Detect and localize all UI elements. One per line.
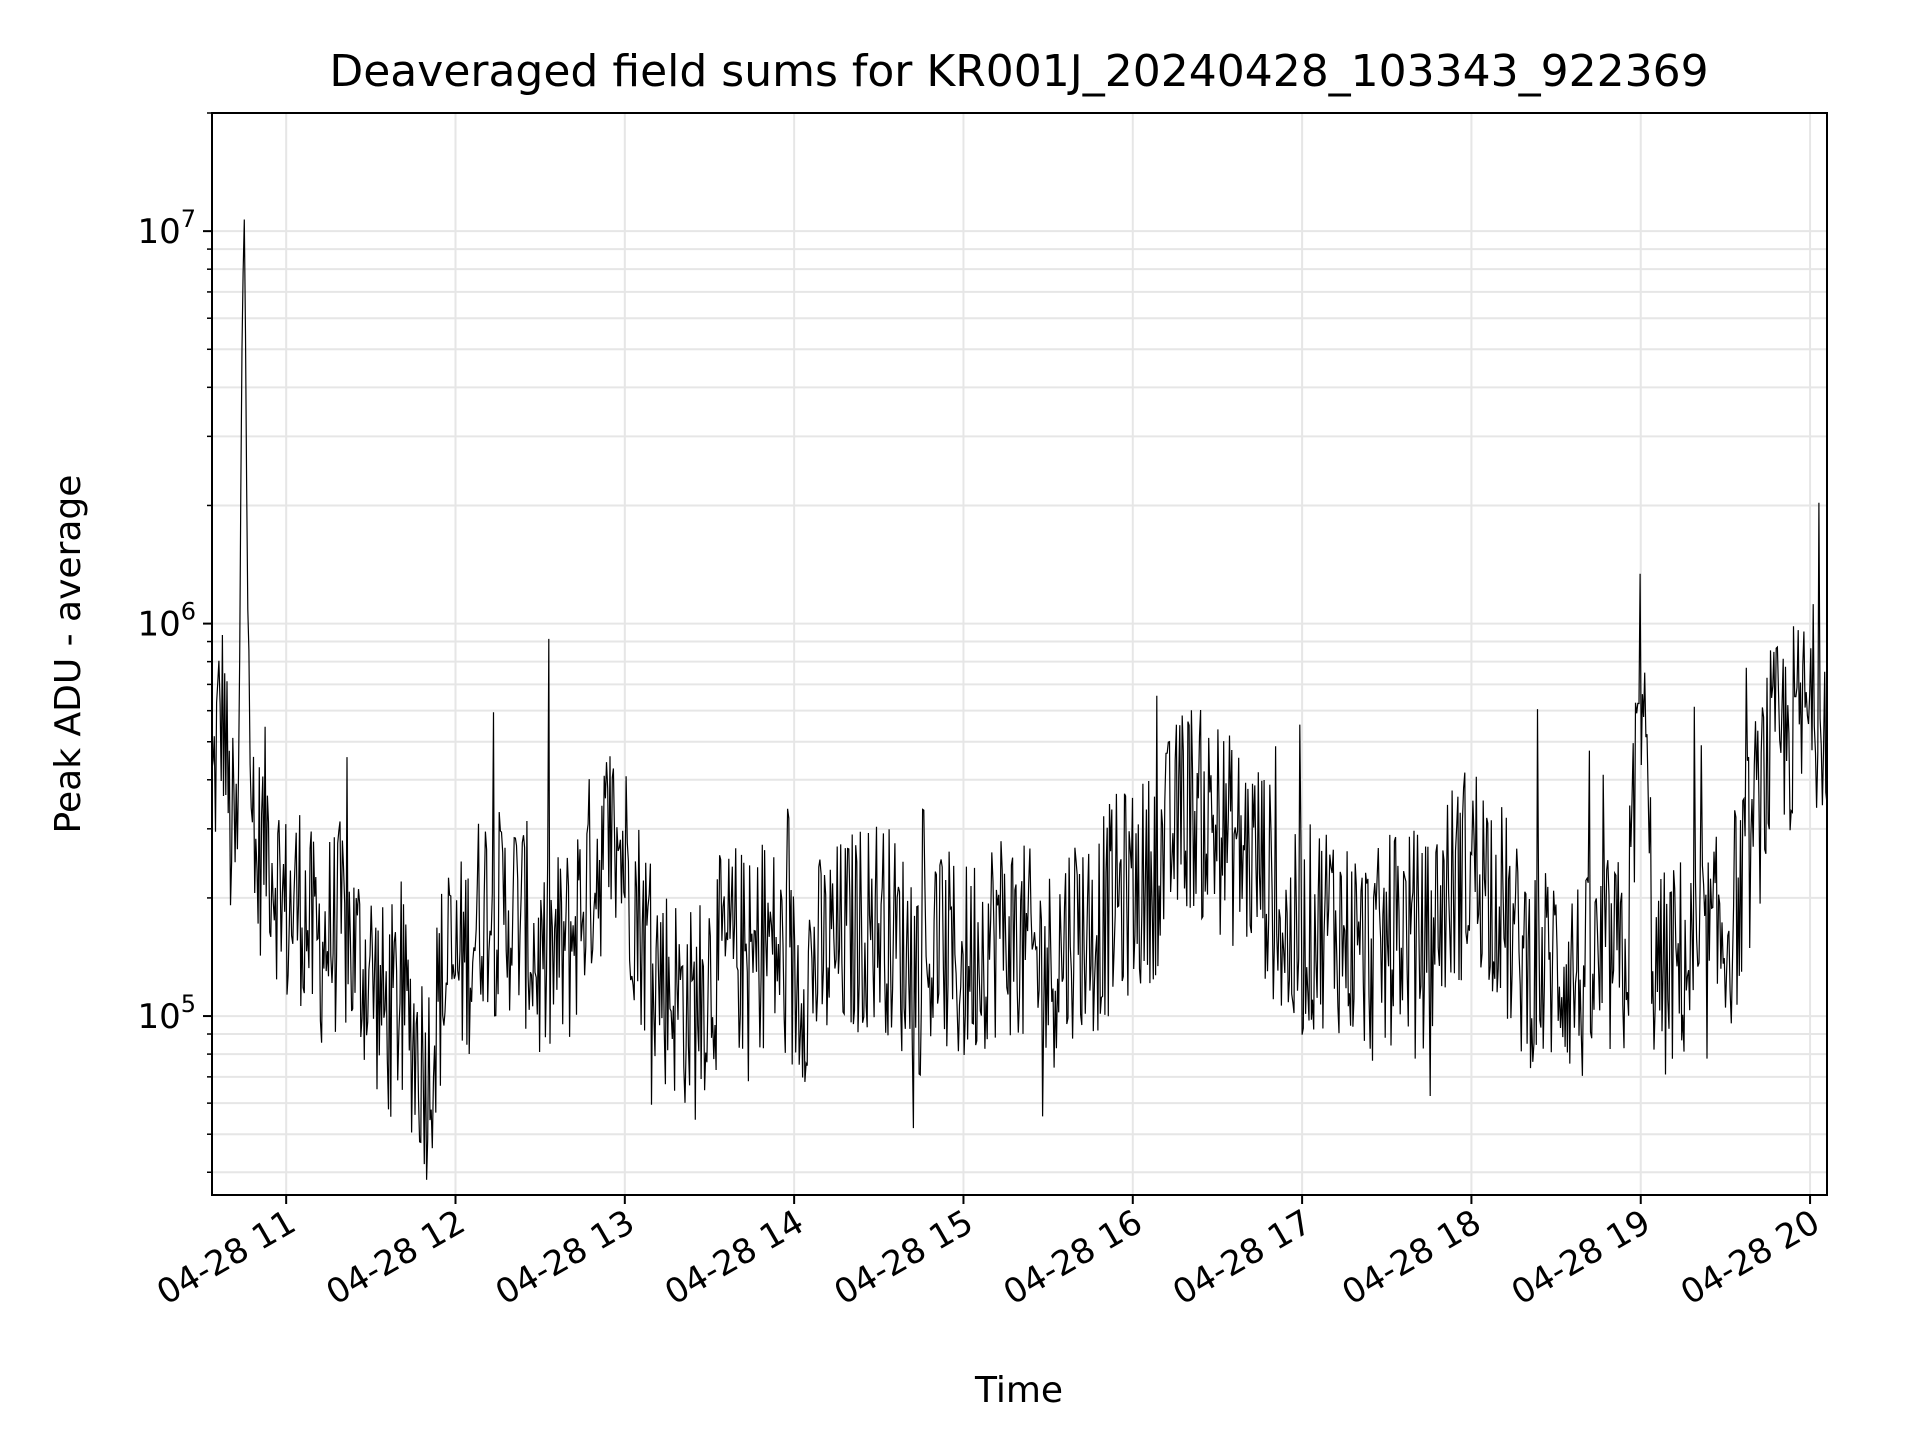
y-tick-label: 107 [137,205,196,252]
x-axis-label: Time [974,1370,1063,1411]
y-tick-label: 105 [137,990,196,1037]
series [211,219,1828,1180]
series-line [211,219,1828,1180]
chart-title: Deaveraged field sums for KR001J_2024042… [329,46,1708,97]
plot-frame [211,112,1828,1196]
y-axis-label: Peak ADU - average [48,475,89,834]
grid [212,112,1827,1195]
y-tick-label: 106 [137,598,196,645]
